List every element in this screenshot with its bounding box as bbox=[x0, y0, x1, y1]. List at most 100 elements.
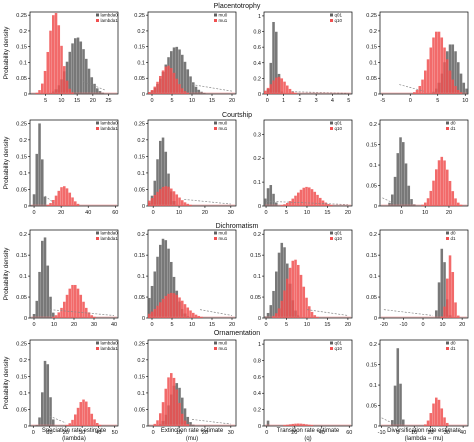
histogram-bar bbox=[170, 292, 173, 318]
y-tick-label: 0.1 bbox=[19, 391, 27, 397]
prior-curve bbox=[266, 200, 348, 205]
histogram-bar bbox=[402, 142, 405, 206]
histogram-bar bbox=[457, 62, 460, 94]
histogram-bar bbox=[294, 259, 297, 318]
histogram-bar bbox=[426, 59, 430, 94]
histogram-bar bbox=[65, 188, 69, 206]
legend-swatch bbox=[214, 127, 217, 130]
y-tick-label: 0 bbox=[258, 424, 261, 430]
x-tick-label: 20 bbox=[229, 98, 235, 104]
histogram-bar bbox=[41, 159, 44, 206]
x-tick-label: 5 bbox=[285, 322, 288, 328]
legend-swatch bbox=[330, 231, 333, 235]
histogram-bar bbox=[57, 312, 61, 318]
histogram-bar bbox=[93, 316, 96, 318]
x-tick-label: 30 bbox=[444, 430, 450, 436]
histogram-bar bbox=[283, 290, 286, 318]
histogram-bar bbox=[310, 425, 314, 426]
histogram-bar bbox=[148, 297, 151, 318]
histogram-bar bbox=[49, 203, 52, 206]
histogram-bar bbox=[291, 198, 295, 206]
y-tick-label: 0 bbox=[374, 92, 377, 98]
prior-curve bbox=[382, 197, 395, 204]
histogram-bar bbox=[283, 425, 286, 426]
y-tick-label: 0.15 bbox=[366, 45, 377, 51]
y-tick-label: 0.15 bbox=[16, 154, 27, 160]
legend-swatch bbox=[96, 347, 99, 350]
histogram-bar bbox=[280, 242, 284, 318]
histogram-bar bbox=[189, 76, 192, 94]
y-tick-label: 0.1 bbox=[137, 274, 145, 280]
x-tick-label: 0 bbox=[409, 98, 412, 104]
x-axis-label: (mu) bbox=[186, 436, 198, 442]
histogram-bar bbox=[161, 238, 165, 318]
x-tick-label: -10 bbox=[378, 430, 386, 436]
histogram-bar bbox=[272, 80, 275, 94]
histogram-bar bbox=[41, 240, 44, 318]
y-tick-label: 0.15 bbox=[134, 253, 145, 259]
histogram-bar bbox=[164, 295, 168, 318]
histogram-bar bbox=[269, 84, 273, 94]
histogram-bar bbox=[443, 160, 446, 206]
legend-label: lambda1 bbox=[101, 126, 119, 131]
histogram-bar bbox=[93, 419, 96, 426]
histogram-bar bbox=[316, 194, 319, 206]
y-tick-label: 0.1 bbox=[137, 60, 145, 66]
histogram-bar bbox=[443, 306, 446, 318]
legend-swatch bbox=[330, 13, 333, 17]
x-tick-label: 20 bbox=[90, 98, 96, 104]
histogram-bar bbox=[57, 25, 61, 94]
histogram-bar bbox=[60, 307, 63, 318]
x-tick-label: 10 bbox=[440, 322, 446, 328]
histogram-bar bbox=[272, 193, 275, 206]
histogram-bar bbox=[277, 76, 281, 94]
histogram-bar bbox=[96, 88, 99, 94]
histogram-bar bbox=[178, 49, 181, 94]
x-tick-label: 5 bbox=[170, 98, 173, 104]
x-tick-label: 40 bbox=[85, 210, 91, 216]
x-tick-label: 20 bbox=[459, 322, 465, 328]
histogram-bar bbox=[175, 46, 179, 94]
histogram-bar bbox=[167, 248, 170, 318]
legend-swatch bbox=[214, 341, 217, 345]
histogram-bar bbox=[264, 90, 267, 94]
legend-label: d1 bbox=[451, 126, 457, 131]
legend-label: q10 bbox=[335, 126, 343, 131]
histogram-bar bbox=[35, 92, 39, 94]
histogram-bar bbox=[82, 301, 85, 318]
y-tick-label: 0 bbox=[24, 92, 27, 98]
histogram-bar bbox=[443, 417, 446, 426]
histogram-bar bbox=[291, 91, 295, 94]
legend-label: q01 bbox=[335, 121, 343, 126]
x-tick-label: 10 bbox=[176, 210, 182, 216]
histogram-bar bbox=[275, 77, 278, 94]
histogram-bar bbox=[393, 385, 397, 426]
histogram-bar bbox=[52, 419, 55, 426]
histogram-bar bbox=[183, 91, 187, 94]
y-tick-label: 0.05 bbox=[366, 404, 377, 410]
histogram-bar bbox=[90, 315, 94, 318]
histogram-bar bbox=[186, 307, 190, 318]
histogram-bar bbox=[164, 186, 168, 206]
panel-frame bbox=[379, 119, 469, 207]
histogram-bar bbox=[415, 89, 419, 94]
legend-swatch bbox=[96, 127, 99, 130]
histogram-bar bbox=[35, 424, 39, 426]
histogram-bar bbox=[429, 47, 433, 94]
histogram-bar bbox=[175, 78, 179, 94]
prior-curve bbox=[199, 309, 233, 316]
histogram-bar bbox=[280, 300, 284, 318]
histogram-bar bbox=[277, 308, 281, 318]
legend-label: lambda1 bbox=[101, 18, 119, 23]
x-tick-label: 10 bbox=[304, 210, 310, 216]
x-tick-label: 0 bbox=[152, 430, 155, 436]
y-tick-label: 0.2 bbox=[137, 232, 145, 238]
histogram-bar bbox=[457, 202, 460, 206]
histogram-bar bbox=[280, 78, 284, 94]
legend-swatch bbox=[446, 231, 449, 235]
histogram-bar bbox=[46, 51, 50, 94]
histogram-bar bbox=[161, 137, 165, 206]
panel-frame bbox=[147, 119, 237, 207]
legend-label: lambda0 bbox=[101, 231, 119, 236]
y-tick-label: 0.15 bbox=[366, 143, 377, 149]
